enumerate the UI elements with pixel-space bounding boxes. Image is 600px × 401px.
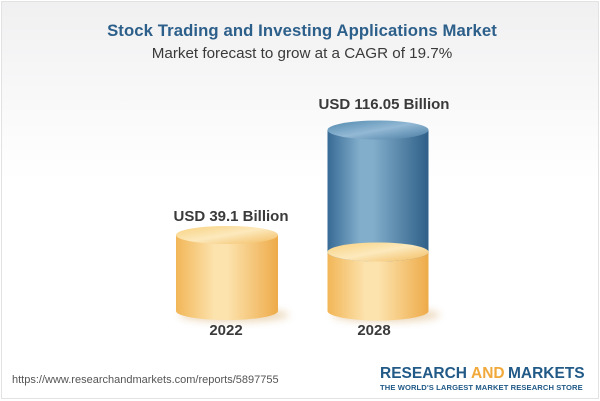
svg-text:THE WORLD'S LARGEST MARKET RES: THE WORLD'S LARGEST MARKET RESEARCH STOR… bbox=[380, 383, 583, 392]
svg-text:RESEARCH: RESEARCH bbox=[380, 365, 467, 382]
svg-text:AND: AND bbox=[471, 365, 505, 382]
svg-text:MARKETS: MARKETS bbox=[508, 365, 585, 382]
